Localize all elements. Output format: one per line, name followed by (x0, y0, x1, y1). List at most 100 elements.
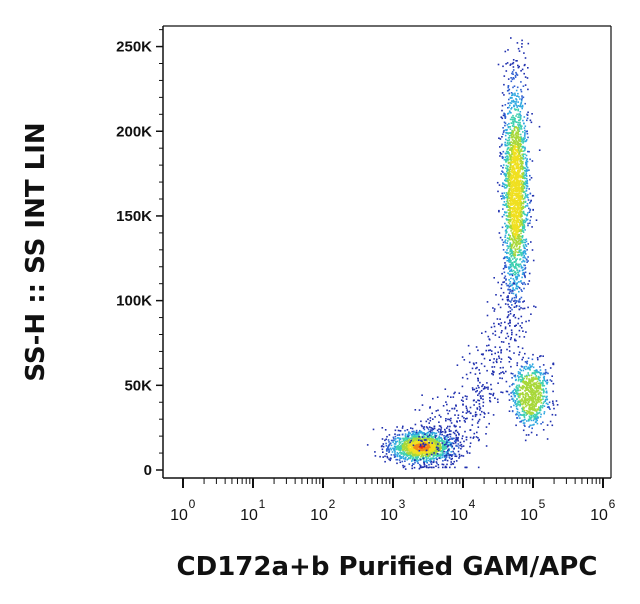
event-dot (466, 395, 468, 398)
event-dot (422, 435, 425, 438)
event-dot (507, 303, 509, 306)
event-dot (515, 160, 517, 163)
event-dot (513, 255, 515, 257)
event-dot (543, 390, 545, 393)
event-dot (507, 126, 510, 129)
event-dot (394, 448, 396, 450)
event-dot (412, 450, 415, 453)
event-dot (513, 289, 516, 291)
event-dot (535, 405, 537, 407)
event-dot (510, 211, 513, 213)
event-dot (430, 458, 432, 461)
event-dot (398, 459, 401, 461)
event-dot (431, 442, 433, 444)
event-dot (527, 398, 530, 400)
event-dot (445, 453, 447, 455)
event-dot (519, 144, 521, 146)
event-dot (410, 443, 412, 446)
event-dot (525, 162, 528, 165)
event-dot (522, 251, 525, 254)
event-dot (538, 387, 541, 390)
event-dot (460, 399, 463, 401)
event-dot (513, 197, 516, 200)
event-dot (514, 133, 517, 135)
event-dot (549, 408, 551, 410)
event-dot (523, 264, 525, 266)
event-dot (480, 397, 482, 399)
event-dot (522, 231, 525, 233)
event-dot (388, 443, 391, 445)
event-dot (499, 318, 501, 320)
event-dot (428, 434, 431, 436)
event-dot (537, 382, 540, 385)
event-dot (406, 440, 409, 443)
event-dot (535, 410, 538, 412)
event-dot (517, 301, 520, 303)
event-dot (510, 365, 512, 368)
event-dot (515, 99, 518, 101)
event-dot (518, 163, 520, 165)
event-dot (508, 172, 510, 175)
event-dot (500, 349, 503, 351)
event-dot (430, 461, 432, 464)
event-dot (514, 201, 516, 204)
event-dot (522, 119, 524, 122)
event-dot (528, 411, 530, 413)
event-dot (524, 167, 527, 169)
event-dot (523, 247, 526, 249)
event-dot (506, 249, 508, 251)
event-dot (486, 369, 488, 372)
event-dot (523, 72, 525, 75)
event-dot (513, 352, 515, 354)
event-dot (520, 195, 523, 198)
event-dot (522, 85, 525, 87)
event-dot (517, 138, 520, 141)
event-dot (517, 263, 520, 266)
event-dot (514, 92, 516, 95)
event-dot (515, 231, 517, 233)
event-dot (515, 159, 518, 162)
event-dot (509, 244, 511, 246)
event-dot (516, 60, 518, 62)
event-dot (513, 140, 515, 143)
event-dot (526, 378, 528, 380)
event-dot (425, 460, 428, 462)
event-dot (430, 453, 433, 456)
event-dot (522, 395, 524, 398)
event-dot (505, 380, 508, 383)
event-dot (422, 447, 425, 450)
event-dot (509, 300, 511, 302)
event-dot (517, 229, 520, 232)
event-dot (532, 391, 535, 394)
event-dot (521, 140, 523, 143)
event-dot (453, 442, 455, 445)
event-dot (509, 166, 511, 169)
event-dot (496, 181, 499, 184)
event-dot (481, 410, 483, 413)
event-dot (531, 376, 533, 379)
event-dot (522, 260, 525, 262)
event-dot (527, 88, 529, 91)
event-dot (434, 436, 437, 439)
event-dot (509, 118, 512, 121)
event-dot (520, 280, 522, 282)
event-dot (507, 140, 509, 142)
event-dot (439, 430, 442, 433)
event-dot (533, 407, 536, 409)
event-dot (525, 414, 527, 416)
event-dot (438, 436, 441, 439)
event-dot (522, 400, 525, 403)
event-dot (435, 446, 438, 449)
event-dot (418, 436, 420, 438)
event-dot (513, 139, 516, 142)
event-dot (418, 450, 421, 452)
event-dot (441, 438, 443, 441)
event-dot (508, 342, 510, 345)
event-dot (441, 445, 444, 448)
event-dot (389, 442, 392, 444)
event-dot (516, 288, 518, 290)
event-dot (547, 403, 549, 406)
event-dot (517, 153, 520, 155)
event-dot (417, 437, 420, 440)
event-dot (472, 437, 475, 439)
